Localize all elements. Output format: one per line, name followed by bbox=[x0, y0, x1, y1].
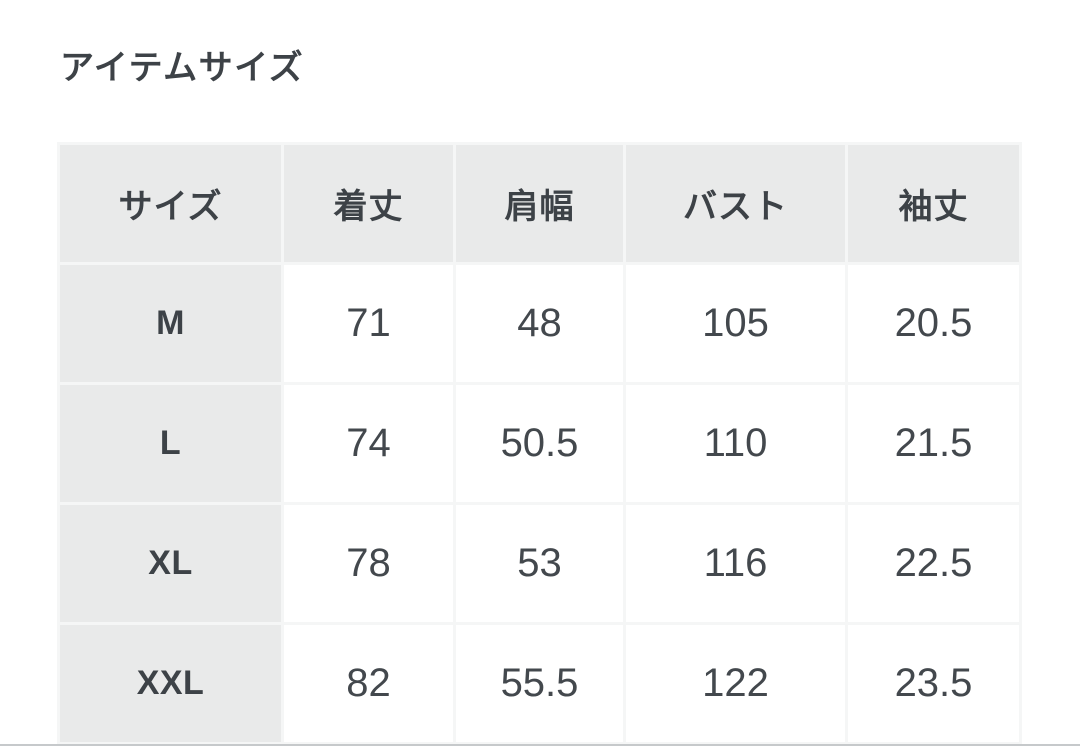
header-cell-bust: バスト bbox=[623, 142, 848, 265]
value-cell: 50.5 bbox=[453, 382, 626, 505]
value-cell: 122 bbox=[623, 622, 848, 745]
header-row: サイズ 着丈 肩幅 バスト 袖丈 bbox=[57, 142, 1022, 265]
header-cell-sleeve: 袖丈 bbox=[845, 142, 1022, 265]
value-cell: 78 bbox=[281, 502, 456, 625]
table-row-m: M 71 48 105 20.5 bbox=[57, 262, 1022, 385]
size-table: サイズ 着丈 肩幅 バスト 袖丈 M 71 48 105 20.5 L 74 5… bbox=[57, 142, 1022, 745]
size-cell: M bbox=[57, 262, 284, 385]
header-cell-length: 着丈 bbox=[281, 142, 456, 265]
table-row-xl: XL 78 53 116 22.5 bbox=[57, 502, 1022, 625]
header-cell-shoulder: 肩幅 bbox=[453, 142, 626, 265]
page-title: アイテムサイズ bbox=[60, 49, 305, 87]
value-cell: 20.5 bbox=[845, 262, 1022, 385]
value-cell: 110 bbox=[623, 382, 848, 505]
size-cell: XL bbox=[57, 502, 284, 625]
value-cell: 71 bbox=[281, 262, 456, 385]
bottom-divider bbox=[0, 744, 1080, 746]
value-cell: 82 bbox=[281, 622, 456, 745]
table-row-xxl: XXL 82 55.5 122 23.5 bbox=[57, 622, 1022, 745]
header-cell-size: サイズ bbox=[57, 142, 284, 265]
value-cell: 53 bbox=[453, 502, 626, 625]
value-cell: 23.5 bbox=[845, 622, 1022, 745]
size-cell: L bbox=[57, 382, 284, 505]
value-cell: 21.5 bbox=[845, 382, 1022, 505]
value-cell: 74 bbox=[281, 382, 456, 505]
value-cell: 55.5 bbox=[453, 622, 626, 745]
table-row-l: L 74 50.5 110 21.5 bbox=[57, 382, 1022, 505]
size-cell: XXL bbox=[57, 622, 284, 745]
value-cell: 22.5 bbox=[845, 502, 1022, 625]
value-cell: 105 bbox=[623, 262, 848, 385]
value-cell: 116 bbox=[623, 502, 848, 625]
value-cell: 48 bbox=[453, 262, 626, 385]
